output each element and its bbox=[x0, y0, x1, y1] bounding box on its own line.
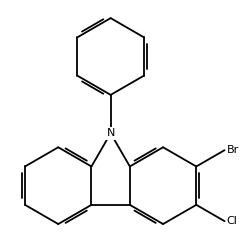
Text: N: N bbox=[106, 128, 115, 138]
Text: Cl: Cl bbox=[227, 216, 237, 226]
Text: Br: Br bbox=[227, 145, 239, 155]
